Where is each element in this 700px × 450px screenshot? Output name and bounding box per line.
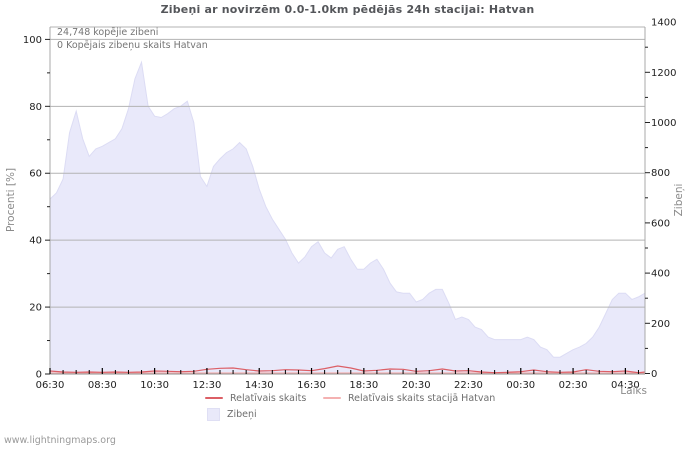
svg-text:10:30: 10:30 bbox=[140, 380, 169, 391]
svg-text:400: 400 bbox=[651, 269, 670, 280]
y-axis-label-left: Procenti [%] bbox=[5, 167, 17, 233]
svg-text:1200: 1200 bbox=[651, 68, 676, 79]
legend-line-swatch-pink bbox=[323, 397, 341, 399]
svg-text:12:30: 12:30 bbox=[193, 380, 222, 391]
legend-area-swatch-lavender bbox=[207, 407, 220, 421]
svg-text:1000: 1000 bbox=[651, 118, 676, 129]
svg-text:40: 40 bbox=[29, 236, 42, 247]
legend-line-swatch-red bbox=[205, 397, 223, 399]
svg-text:06:30: 06:30 bbox=[36, 380, 65, 391]
chart-title: Zibeņi ar novirzēm 0.0-1.0km pēdējās 24h… bbox=[160, 3, 535, 16]
legend-item-lightning-area: Zibeņi bbox=[207, 407, 257, 421]
svg-text:0: 0 bbox=[651, 369, 657, 380]
svg-text:18:30: 18:30 bbox=[349, 380, 378, 391]
annotation-station-count: 0 Kopējais zibeņu skaits Hatvan bbox=[57, 40, 208, 51]
svg-text:22:30: 22:30 bbox=[454, 380, 483, 391]
svg-text:00:30: 00:30 bbox=[506, 380, 535, 391]
svg-text:0: 0 bbox=[36, 370, 42, 381]
svg-text:100: 100 bbox=[23, 35, 42, 46]
svg-text:04:30: 04:30 bbox=[611, 380, 640, 391]
legend-item-station-relative-count: Relatīvais skaits stacijā Hatvan bbox=[323, 392, 495, 404]
site-watermark: www.lightningmaps.org bbox=[4, 435, 116, 446]
svg-text:200: 200 bbox=[651, 319, 670, 330]
x-axis-label: Laiks bbox=[620, 385, 647, 397]
legend-label: Relatīvais skaits stacijā Hatvan bbox=[348, 392, 496, 404]
legend-label: Zibeņi bbox=[227, 408, 257, 420]
svg-text:08:30: 08:30 bbox=[88, 380, 117, 391]
legend-item-relative-count: Relatīvais skaits bbox=[205, 392, 306, 404]
legend-label: Relatīvais skaits bbox=[230, 392, 307, 404]
svg-text:20: 20 bbox=[29, 303, 42, 314]
annotation-total-lightning: 24,748 kopējie zibeni bbox=[57, 27, 159, 38]
svg-text:800: 800 bbox=[651, 168, 670, 179]
y-axis-label-right: Zibeņi bbox=[673, 183, 685, 217]
svg-text:14:30: 14:30 bbox=[245, 380, 274, 391]
svg-text:16:30: 16:30 bbox=[297, 380, 326, 391]
svg-text:60: 60 bbox=[29, 169, 42, 180]
svg-text:1400: 1400 bbox=[651, 18, 676, 29]
svg-text:02:30: 02:30 bbox=[559, 380, 588, 391]
svg-text:20:30: 20:30 bbox=[402, 380, 431, 391]
svg-text:600: 600 bbox=[651, 218, 670, 229]
svg-text:80: 80 bbox=[29, 102, 42, 113]
